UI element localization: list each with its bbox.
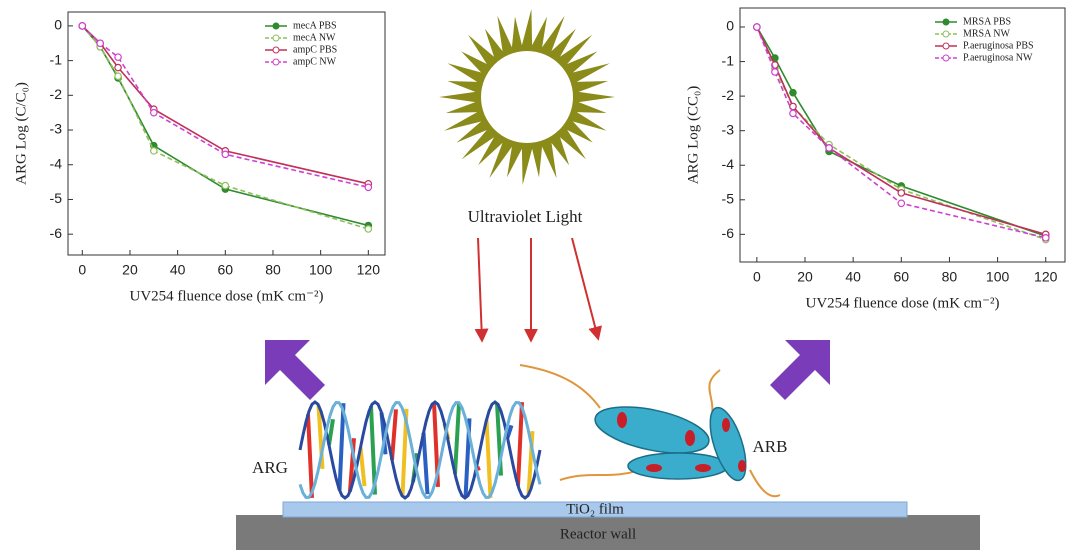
y-axis-label: ARG Log (C/C₀) xyxy=(13,82,29,185)
data-point xyxy=(97,40,103,46)
legend-label: MRSA NW xyxy=(963,28,1011,39)
y-axis-label: ARG Log (CC₀) xyxy=(685,86,701,185)
legend-marker xyxy=(943,19,949,25)
sun xyxy=(439,9,615,185)
base-pair xyxy=(487,420,491,498)
x-tick-label: 80 xyxy=(265,262,281,278)
x-tick-label: 0 xyxy=(753,269,761,285)
wall-label: Reactor wall xyxy=(560,526,636,542)
base-pair xyxy=(340,403,344,490)
y-tick-label: -5 xyxy=(50,190,63,206)
data-point xyxy=(365,184,371,190)
legend-marker xyxy=(943,31,949,37)
plot-frame xyxy=(68,12,385,255)
y-tick-label: 0 xyxy=(54,17,62,33)
y-tick-label: -6 xyxy=(722,225,735,241)
data-point xyxy=(898,190,904,196)
data-point xyxy=(115,54,121,60)
data-point xyxy=(115,64,121,70)
dna-helix xyxy=(300,402,540,498)
purple-arrow xyxy=(770,340,830,400)
y-tick-label: -2 xyxy=(50,86,63,102)
sun-core xyxy=(481,51,573,143)
legend-marker xyxy=(273,35,279,41)
x-tick-label: 80 xyxy=(942,269,958,285)
legend-marker xyxy=(273,59,279,65)
data-point xyxy=(826,145,832,151)
base-pair xyxy=(361,447,365,486)
x-tick-label: 0 xyxy=(78,262,86,278)
chart: 0 20 40 60 80 100 120 0 -1 -2 -3 -4 -5 -6 UV254 fluenc… xyxy=(685,8,1065,311)
x-axis-label: UV254 fluence dose (mK cm⁻²) xyxy=(129,288,323,304)
light-label: Ultraviolet Light xyxy=(468,207,583,226)
x-tick-label: 100 xyxy=(986,269,1010,285)
data-point xyxy=(754,24,760,30)
data-point xyxy=(151,148,157,154)
legend-label: MRSA PBS xyxy=(963,16,1011,27)
legend-marker xyxy=(273,47,279,53)
base-pair xyxy=(392,409,396,460)
y-tick-label: -5 xyxy=(722,190,735,206)
chart: 0 20 40 60 80 100 120 0 -1 -2 -3 -4 -5 -6 UV254 fluenc… xyxy=(13,12,385,304)
page: {"chart_data": [ {"type": "line", "xlabe… xyxy=(0,0,1066,550)
y-tick-label: -3 xyxy=(722,121,735,137)
x-axis-label: UV254 fluence dose (mK cm⁻²) xyxy=(805,295,999,311)
x-tick-label: 60 xyxy=(218,262,234,278)
data-point xyxy=(898,200,904,206)
base-pair xyxy=(424,433,428,494)
arg-label: ARG xyxy=(252,458,288,477)
data-point xyxy=(1043,235,1049,241)
y-tick-label: -3 xyxy=(50,121,63,137)
base-pair xyxy=(455,403,459,474)
x-tick-label: 120 xyxy=(1034,269,1058,285)
data-point xyxy=(151,109,157,115)
legend-marker xyxy=(273,23,279,29)
y-tick-label: -6 xyxy=(50,225,63,241)
uv-arrow xyxy=(572,238,598,338)
x-tick-label: 40 xyxy=(170,262,186,278)
arb-label: ARB xyxy=(753,437,788,456)
legend-label: ampC PBS xyxy=(293,44,337,55)
data-point xyxy=(790,89,796,95)
data-point xyxy=(365,226,371,232)
legend-marker xyxy=(943,55,949,61)
x-tick-label: 20 xyxy=(122,262,138,278)
x-tick-label: 40 xyxy=(845,269,861,285)
base-pair xyxy=(518,402,522,486)
y-tick-label: -4 xyxy=(722,156,735,172)
figure: Ultraviolet Light ARG ARB TiO₂ film Reac… xyxy=(0,0,1066,550)
legend-label: mecA NW xyxy=(293,32,336,43)
purple-arrow xyxy=(265,340,325,400)
data-point xyxy=(79,23,85,29)
data-point xyxy=(115,73,121,79)
film-label: TiO₂ film xyxy=(566,501,624,517)
legend-label: mecA PBS xyxy=(293,20,337,31)
x-tick-label: 120 xyxy=(357,262,381,278)
legend-label: ampC NW xyxy=(293,56,337,67)
x-tick-label: 60 xyxy=(894,269,910,285)
base-pair xyxy=(308,414,312,498)
uv-arrow xyxy=(478,238,482,340)
y-tick-label: 0 xyxy=(726,18,734,34)
legend-label: P.aeruginosa PBS xyxy=(963,40,1034,51)
bacteria-cells xyxy=(591,398,753,484)
y-tick-label: -1 xyxy=(722,52,735,68)
y-tick-label: -4 xyxy=(50,155,63,171)
data-point xyxy=(772,69,778,75)
data-point xyxy=(222,151,228,157)
legend-label: P.aeruginosa NW xyxy=(963,52,1033,63)
y-tick-label: -2 xyxy=(722,87,735,103)
data-point xyxy=(222,182,228,188)
x-tick-label: 20 xyxy=(797,269,813,285)
x-tick-label: 100 xyxy=(309,262,333,278)
legend-marker xyxy=(943,43,949,49)
data-point xyxy=(790,110,796,116)
y-tick-label: -1 xyxy=(50,51,63,67)
